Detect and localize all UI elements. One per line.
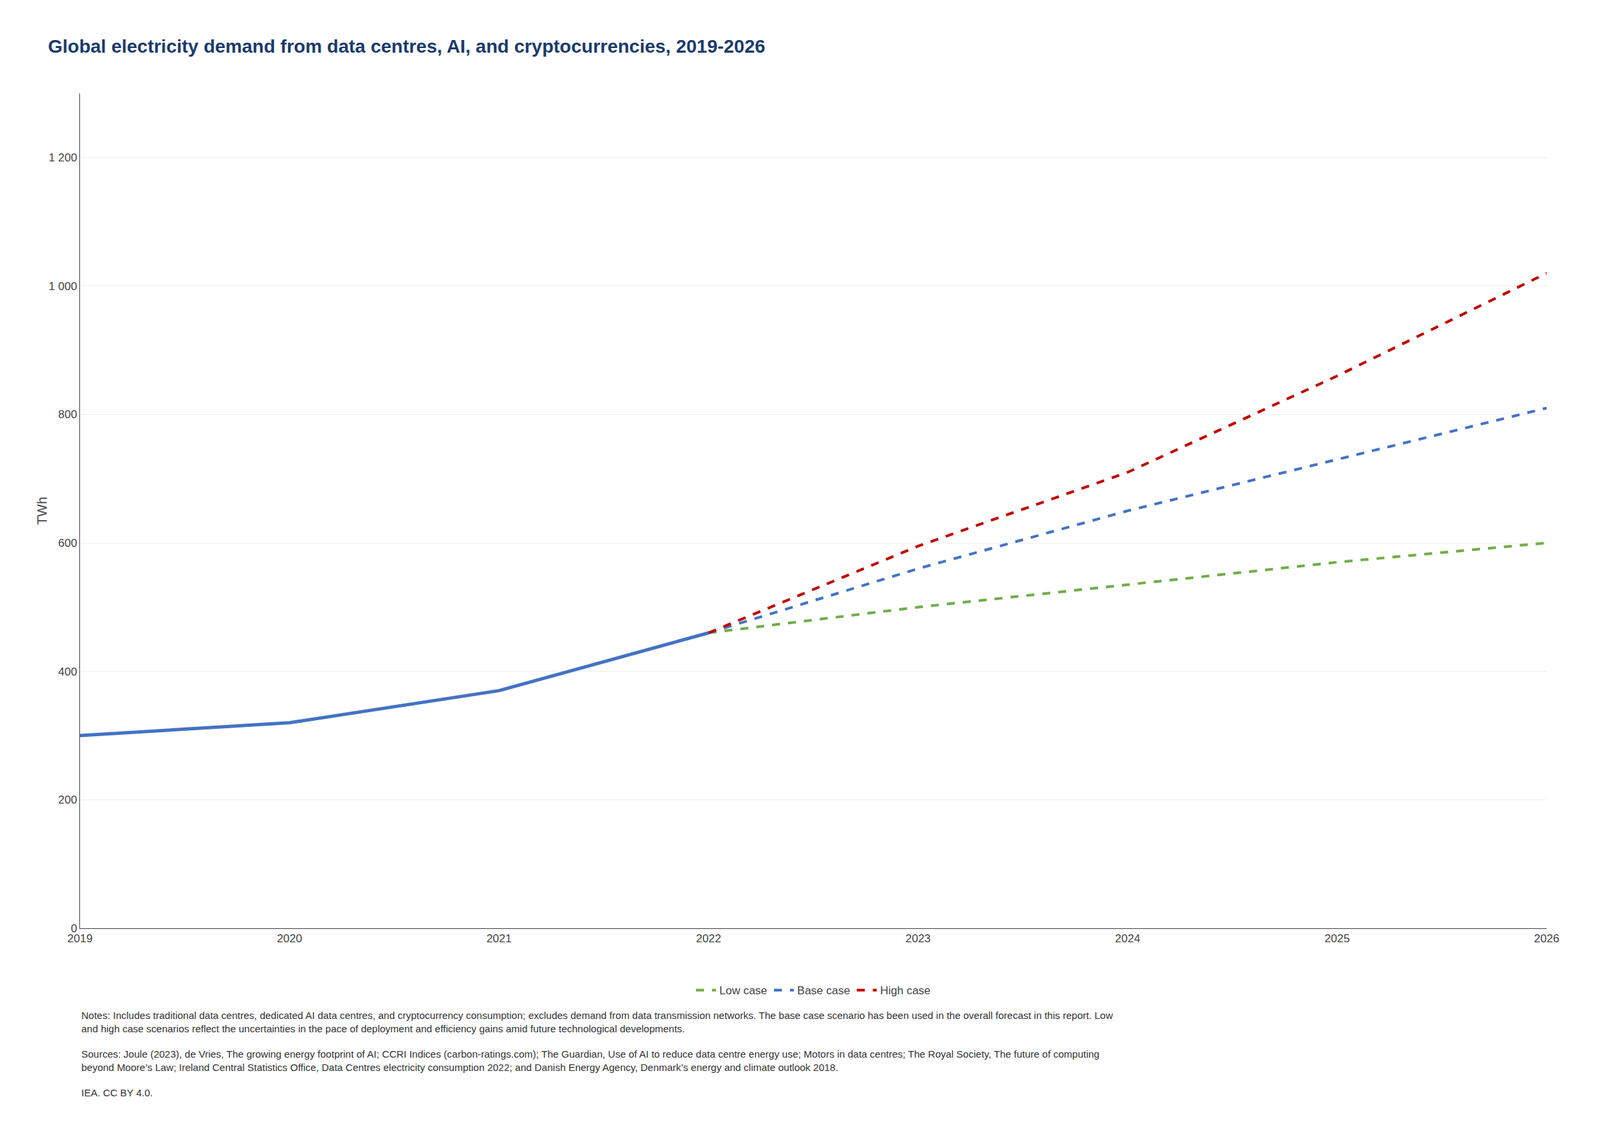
svg-text:800: 800 <box>58 408 77 421</box>
svg-text:Global electricity demand from: Global electricity demand from data cent… <box>48 36 766 57</box>
svg-text:Sources: Joule (2023), de Vrie: Sources: Joule (2023), de Vries, The gro… <box>81 1048 1100 1073</box>
svg-text:IEA. CC BY 4.0.: IEA. CC BY 4.0. <box>81 1086 153 1098</box>
svg-text:2020: 2020 <box>276 932 302 945</box>
svg-text:2023: 2023 <box>905 932 931 945</box>
svg-text:1 000: 1 000 <box>48 280 78 293</box>
svg-text:1 200: 1 200 <box>48 151 78 164</box>
svg-text:2022: 2022 <box>696 932 722 945</box>
svg-text:TWh: TWh <box>34 496 50 525</box>
svg-text:0: 0 <box>70 922 77 935</box>
svg-text:2024: 2024 <box>1115 932 1141 945</box>
svg-text:2025: 2025 <box>1324 932 1350 945</box>
svg-text:High case: High case <box>880 984 931 997</box>
svg-text:Low case: Low case <box>719 984 768 997</box>
svg-text:2019: 2019 <box>67 932 93 945</box>
svg-text:2026: 2026 <box>1534 932 1560 945</box>
svg-text:2021: 2021 <box>486 932 512 945</box>
svg-text:200: 200 <box>58 793 77 806</box>
svg-text:600: 600 <box>58 536 77 550</box>
svg-text:Base case: Base case <box>797 984 850 997</box>
svg-text:400: 400 <box>58 665 77 678</box>
svg-text:Notes: Includes traditional da: Notes: Includes traditional data centres… <box>81 1009 1113 1034</box>
